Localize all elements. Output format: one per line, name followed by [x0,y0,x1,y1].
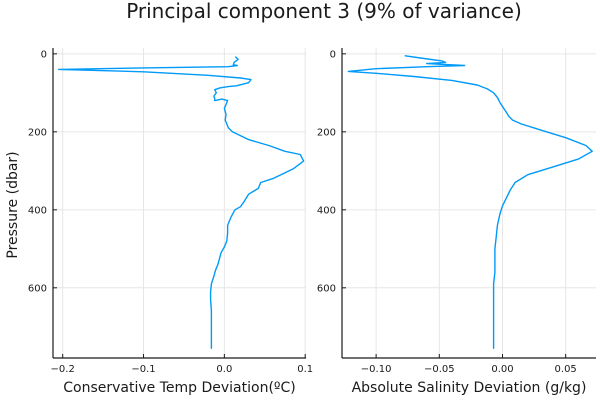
temp-x-tick-label: −0.2 [51,364,75,375]
salinity-x-tick-label: −0.05 [424,364,455,375]
chart-title: Principal component 3 (9% of variance) [126,0,522,23]
salinity-x-tick-label: −0.10 [361,364,392,375]
temp-x-tick-label: 0.1 [297,364,313,375]
temp-profile-line [58,56,305,349]
temp-y-tick-label: 0 [41,49,47,60]
salinity-panel: −0.10 −0.05 0.00 0.05 0 200 400 600 Absolute Sal… [317,48,596,396]
temp-y-tick-label: 200 [28,127,47,138]
salinity-y-tick-label: 0 [330,49,336,60]
temp-x-tick-label: 0.0 [216,364,232,375]
salinity-x-tick-label: 0.00 [491,364,513,375]
temp-y-tick-label: 400 [28,205,47,216]
salinity-x-axis-label: Absolute Salinity Deviation (g/kg) [352,380,587,396]
salinity-y-tick-label: 400 [317,205,336,216]
salinity-x-tick-label: 0.05 [555,364,577,375]
salinity-y-tick-label: 200 [317,127,336,138]
y-axis-label: Pressure (dbar) [5,151,21,258]
temp-y-tick-label: 600 [28,283,47,294]
temperature-panel: −0.2 −0.1 0.0 0.1 0 200 400 600 Conservative Tem… [28,48,313,396]
temp-x-axis-label: Conservative Temp Deviation(ºC) [63,380,296,396]
salinity-profile-line [347,55,593,349]
temp-x-tick-label: −0.1 [131,364,155,375]
salinity-y-tick-label: 600 [317,283,336,294]
